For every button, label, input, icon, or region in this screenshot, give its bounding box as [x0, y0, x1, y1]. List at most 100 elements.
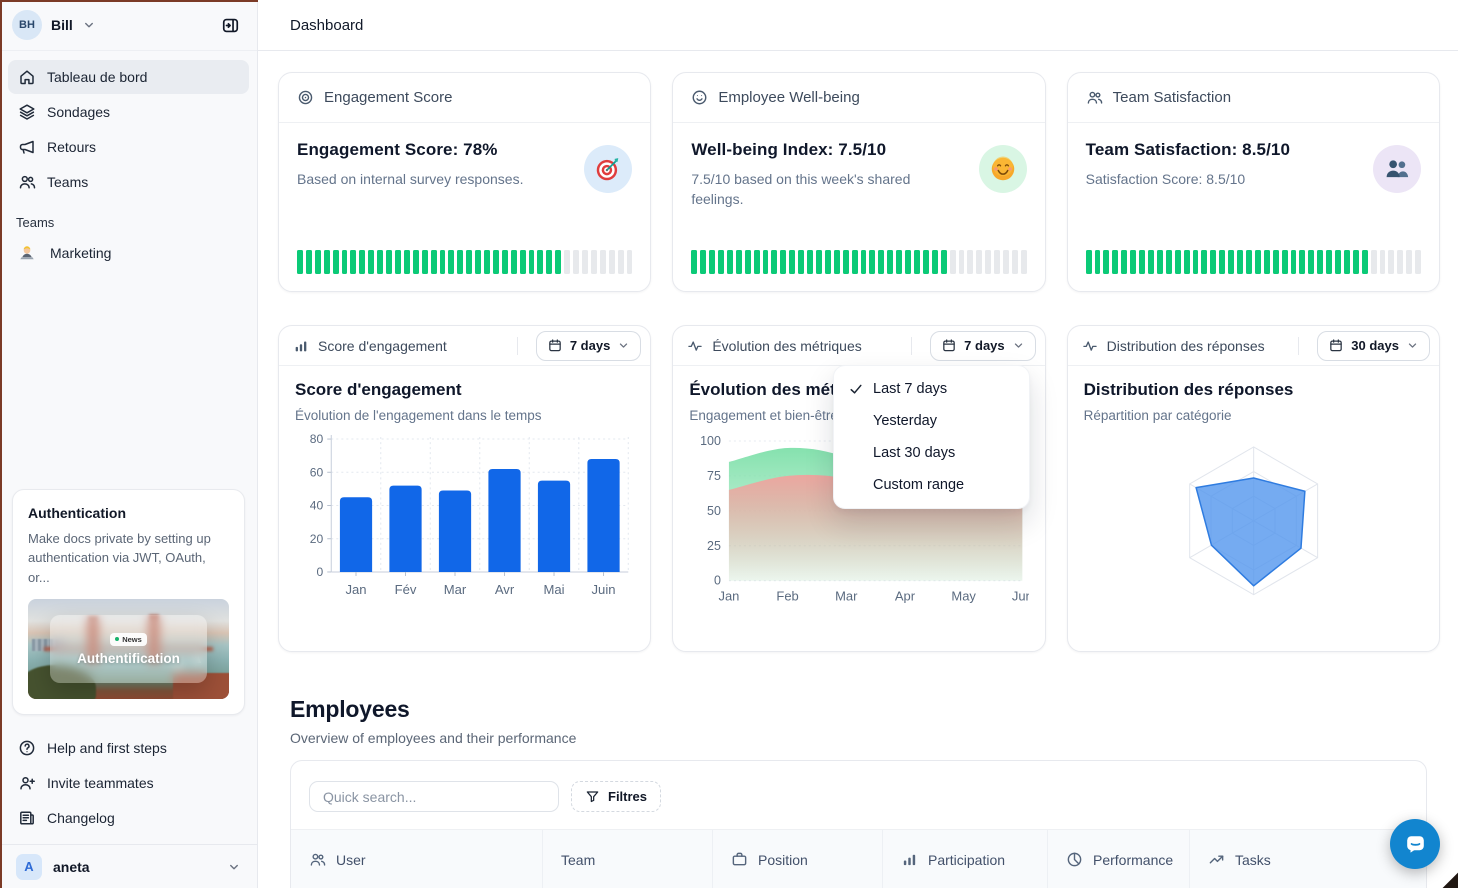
progress-tick [1201, 250, 1208, 274]
promo-overlay-card: News Authentification [50, 615, 207, 683]
svg-text:Apr: Apr [895, 589, 916, 604]
progress-tick [457, 250, 464, 274]
sidebar-item-invite-teammates[interactable]: Invite teammates [8, 766, 249, 800]
user-plus-icon [18, 774, 36, 792]
chevron-down-icon [1406, 339, 1419, 352]
column-header-user[interactable]: User [291, 830, 543, 888]
progress-tick [590, 250, 597, 274]
sidebar-item-marketing[interactable]: Marketing [8, 236, 249, 270]
chart-card-body: Évolution des métriques Engagement et bi… [673, 366, 1044, 607]
svg-text:Mar: Mar [835, 589, 858, 604]
employees-title: Employees [290, 696, 410, 722]
workspace-switcher[interactable]: A aneta [0, 844, 257, 888]
menu-item-custom-range[interactable]: Custom range [834, 469, 1029, 501]
progress-tick [608, 250, 615, 274]
chart-card-body: Score d'engagement Évolution de l'engage… [279, 366, 650, 610]
progress-tick [1335, 250, 1341, 274]
promo-image[interactable]: News Authentification [28, 599, 229, 699]
progress-tick [1174, 250, 1181, 274]
progress-tick [1165, 250, 1172, 274]
user-avatar: BH [12, 10, 42, 40]
promo-description: Make docs private by setting up authenti… [28, 530, 211, 585]
stat-card-label: Engagement Score [324, 89, 453, 106]
stat-card-label: Team Satisfaction [1112, 89, 1232, 106]
trending-up-icon [1208, 851, 1225, 868]
date-range-button[interactable]: 7 days [930, 330, 1036, 361]
progress-tick [1370, 250, 1377, 274]
stat-card-label: Employee Well-being [718, 89, 860, 106]
date-range-button[interactable]: 30 days [1317, 330, 1430, 361]
progress-tick [1094, 250, 1101, 274]
sidebar-item-sondages[interactable]: Sondages [8, 95, 249, 129]
employees-table-card: Filtres User Team Position Participation Per… [290, 760, 1427, 888]
progress-tick [726, 250, 733, 274]
column-header-position[interactable]: Position [713, 830, 883, 888]
column-header-performance[interactable]: Performance [1048, 830, 1190, 888]
progress-tick [368, 250, 375, 274]
sidebar: BH Bill Tableau de bord Sondages Retours Te… [0, 0, 258, 888]
metrics-area-chart: 0 25 50 75 100 Jan Feb Mar Apr May Jun [700, 434, 1028, 604]
date-range-menu: Last 7 days Yesterday Last 30 days Custom r… [833, 365, 1030, 509]
user-name[interactable]: Bill [51, 17, 73, 33]
progress-tick [976, 250, 983, 274]
funnel-icon [585, 789, 600, 804]
progress-tick [403, 250, 410, 274]
progress-tick [967, 250, 974, 274]
filters-button[interactable]: Filtres [571, 781, 662, 812]
users-icon [309, 851, 326, 868]
calendar-icon [547, 338, 563, 353]
employees-section: Employees Overview of employees and thei… [290, 696, 1427, 888]
stat-card-row: Engagement Score Engagement Score: 78% Bas… [278, 72, 1440, 292]
smile-icon [691, 89, 708, 106]
progress-tick [394, 250, 401, 274]
progress-tick [842, 250, 849, 274]
progress-tick [824, 250, 831, 274]
sidebar-item-help-and-first-steps[interactable]: Help and first steps [8, 731, 249, 765]
sidebar-item-retours[interactable]: Retours [8, 130, 249, 164]
chevron-down-icon [617, 339, 630, 352]
chat-launcher-button[interactable] [1390, 819, 1440, 869]
progress-tick [949, 250, 956, 274]
progress-ticks [1085, 250, 1422, 274]
dart-emoji [584, 145, 633, 193]
sidebar-item-changelog[interactable]: Changelog [8, 801, 249, 835]
progress-tick [484, 250, 490, 274]
sidebar-item-label: Changelog [47, 810, 115, 826]
progress-tick [314, 250, 321, 274]
menu-item-last-7-days[interactable]: Last 7 days [834, 373, 1029, 405]
menu-item-label: Custom range [873, 477, 965, 493]
column-header-team[interactable]: Team [543, 830, 713, 888]
svg-text:Mar: Mar [444, 582, 467, 597]
stat-card-body: Team Satisfaction: 8.5/10 Satisfaction Sc… [1068, 123, 1439, 250]
progress-tick [386, 250, 392, 274]
menu-item-yesterday[interactable]: Yesterday [834, 405, 1029, 437]
progress-tick [851, 250, 858, 274]
progress-tick [1317, 250, 1324, 274]
svg-text:50: 50 [707, 504, 721, 518]
progress-tick [1326, 250, 1333, 274]
search-input[interactable] [309, 781, 559, 812]
sidebar-item-label: Teams [47, 174, 89, 190]
sidebar-collapse-button[interactable] [215, 10, 245, 40]
menu-item-last-30-days[interactable]: Last 30 days [834, 437, 1029, 469]
date-range-button[interactable]: 7 days [535, 330, 642, 361]
column-label: Position [758, 851, 808, 868]
svg-text:Juin: Juin [592, 582, 616, 597]
sidebar-item-teams[interactable]: Teams [8, 165, 249, 199]
target-icon [297, 89, 314, 106]
progress-tick [878, 250, 885, 274]
chart-subtitle: Répartition par catégorie [1083, 408, 1232, 423]
column-header-tasks[interactable]: Tasks [1190, 830, 1426, 888]
sidebar-item-tableau-de-bord[interactable]: Tableau de bord [8, 60, 249, 94]
progress-tick [1139, 250, 1145, 274]
column-header-participation[interactable]: Participation [883, 830, 1048, 888]
chart-subtitle: Évolution de l'engagement dans le temps [295, 408, 542, 423]
employees-subtitle: Overview of employees and their performa… [290, 730, 577, 746]
stat-card-header: Engagement Score [279, 73, 651, 123]
stat-card-header: Employee Well-being [673, 73, 1045, 123]
promo-title: Authentication [28, 504, 126, 521]
progress-tick [753, 250, 760, 274]
progress-tick [564, 250, 571, 274]
progress-tick [887, 250, 894, 274]
responses-distribution-chart-card: Distribution des réponses 30 days Distri… [1066, 325, 1440, 652]
